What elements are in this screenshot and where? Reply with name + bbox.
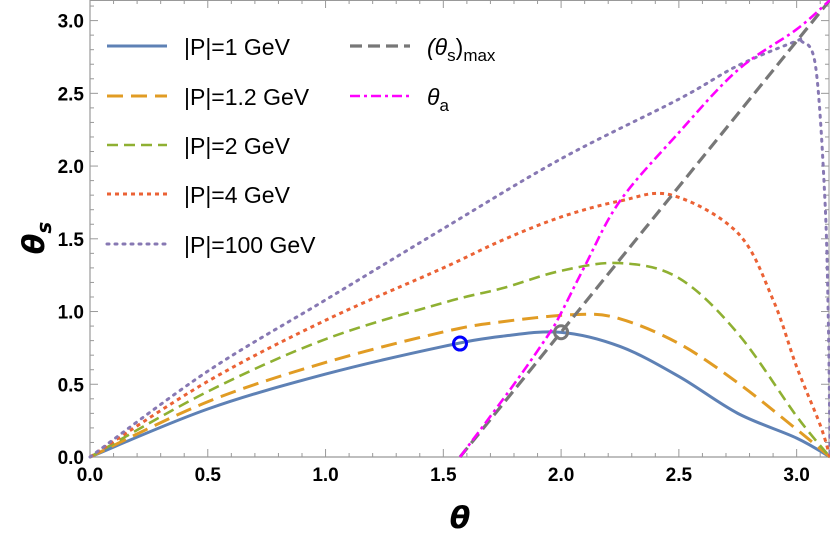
axis-ticks: 0.0 0.5 1.0 1.5 2.0 2.5 3.0 0.0 0.5 1.0 1.5 2.0 2.5 3… <box>58 0 829 486</box>
plot-frame <box>89 0 830 458</box>
x-tick-label: 1.5 <box>430 465 457 486</box>
y-tick-label: 0.5 <box>58 375 85 396</box>
plot-curves <box>88 0 830 459</box>
y-tick-label: 3.0 <box>58 12 84 33</box>
series-line-4 <box>88 36 830 459</box>
legend-label-2: |P|=2 GeV <box>184 133 291 159</box>
y-tick-label: 2.5 <box>58 84 85 105</box>
x-tick-label: 0.5 <box>195 465 222 486</box>
series-line-3 <box>89 191 830 459</box>
y-tick-label: 2.0 <box>58 157 84 178</box>
series-line-0 <box>89 330 830 459</box>
legend-label-part: a <box>439 96 449 115</box>
y-axis-title-main: θ <box>17 234 52 255</box>
y-tick-label: 1.5 <box>58 230 85 251</box>
y-axis-title: θs <box>17 222 56 255</box>
x-tick-label: 1.0 <box>312 465 338 486</box>
series-line-5 <box>458 0 830 459</box>
legend-label-5: (θs)max <box>427 34 496 65</box>
x-tick-label: 3.0 <box>783 465 809 486</box>
svg-text:θs: θs <box>17 222 56 255</box>
x-tick-label: 2.5 <box>666 465 693 486</box>
legend-label-part: s <box>447 46 456 65</box>
legend-label-part: ) <box>456 34 464 60</box>
marker-circle-0 <box>452 335 468 352</box>
legend-label-part: max <box>463 46 496 65</box>
legend-label-1: |P|=1.2 GeV <box>184 84 310 110</box>
series-line-2 <box>89 261 830 459</box>
legend-label-part: (θ <box>427 34 448 60</box>
series-line-1 <box>89 312 830 459</box>
series-line-6 <box>458 0 830 458</box>
legend-label-part: θ <box>427 84 440 110</box>
legend-label-4: |P|=100 GeV <box>184 232 316 258</box>
legend-label-0: |P|=1 GeV <box>184 34 291 60</box>
y-tick-label: 1.0 <box>58 303 84 324</box>
plot-markers <box>452 324 570 352</box>
x-axis-title: θ <box>450 501 471 536</box>
legend-label-3: |P|=4 GeV <box>184 182 291 208</box>
y-tick-label: 0.0 <box>58 448 84 469</box>
marker-circle-1 <box>553 324 570 341</box>
legend-label-6: θa <box>427 84 449 115</box>
x-tick-label: 0.0 <box>77 465 103 486</box>
y-axis-title-sub: s <box>32 222 56 234</box>
x-tick-label: 2.0 <box>548 465 574 486</box>
legend: |P|=1 GeV |P|=1.2 GeV |P|=2 GeV |P|=4 GeV |P… <box>105 34 496 258</box>
